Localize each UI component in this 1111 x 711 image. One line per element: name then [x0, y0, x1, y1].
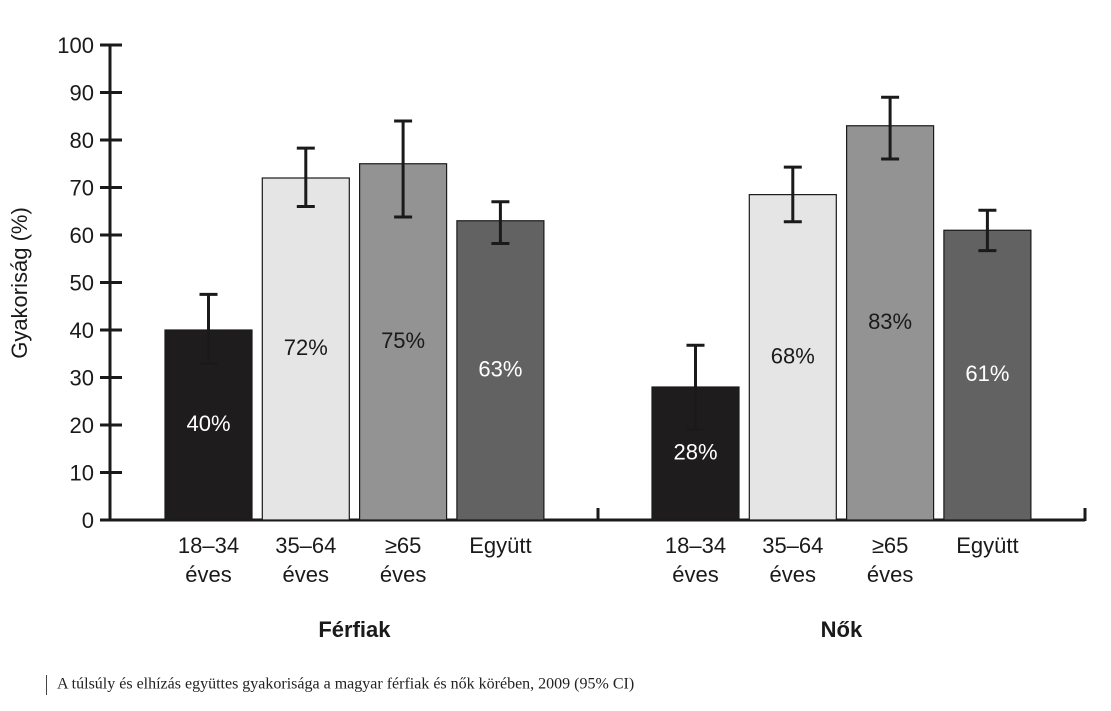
category-label-line2: éves: [867, 562, 913, 587]
category-label: 18–34: [178, 533, 239, 558]
group-label: Férfiak: [318, 617, 391, 642]
bar: [748, 194, 837, 521]
y-tick-label: 0: [82, 508, 94, 533]
y-tick-label: 10: [70, 461, 94, 486]
y-tick-label: 20: [70, 413, 94, 438]
caption-rule: [46, 675, 47, 695]
y-tick-label: 30: [70, 366, 94, 391]
y-tick-label: 80: [70, 128, 94, 153]
figure-caption: A túlsúly és elhízás együttes gyakoriság…: [46, 675, 634, 695]
y-tick-label: 100: [57, 33, 94, 58]
bar: [359, 163, 448, 521]
bar: [456, 220, 545, 521]
category-label: ≥65: [385, 533, 422, 558]
category-label-line2: éves: [672, 562, 718, 587]
y-tick-label: 90: [70, 81, 94, 106]
bar-data-label: 83%: [868, 309, 912, 334]
bar-data-label: 68%: [771, 343, 815, 368]
group-label: Nők: [821, 617, 863, 642]
bar-data-label: 63%: [478, 356, 522, 381]
bar-data-label: 72%: [284, 335, 328, 360]
category-label-line2: éves: [185, 562, 231, 587]
category-label: 18–34: [665, 533, 726, 558]
category-label: ≥65: [872, 533, 909, 558]
bar-data-label: 28%: [673, 440, 717, 465]
y-tick-label: 40: [70, 318, 94, 343]
y-tick-label: 50: [70, 271, 94, 296]
y-axis-label: Gyakoriság (%): [7, 207, 32, 359]
bar-data-label: 61%: [965, 361, 1009, 386]
y-tick-label: 70: [70, 176, 94, 201]
category-label: Együtt: [469, 533, 531, 558]
category-label: 35–64: [762, 533, 823, 558]
bar-chart: 0 10 20 30 40 50 60 70 80 90 100 Gyakoriság (%) 40% 1…: [7, 33, 1087, 642]
category-label-line2: éves: [380, 562, 426, 587]
bar: [845, 125, 935, 521]
bar-data-label: 40%: [186, 411, 230, 436]
bar-data-label: 75%: [381, 328, 425, 353]
category-label: Együtt: [956, 533, 1018, 558]
caption-text: A túlsúly és elhízás együttes gyakoriság…: [57, 675, 635, 693]
category-label-line2: éves: [770, 562, 816, 587]
category-label: 35–64: [275, 533, 336, 558]
category-label-line2: éves: [283, 562, 329, 587]
y-tick-label: 60: [70, 223, 94, 248]
